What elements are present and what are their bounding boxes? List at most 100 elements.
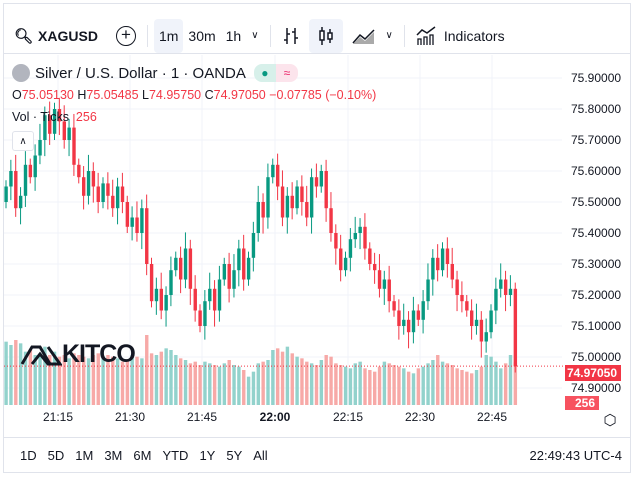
interval-1h[interactable]: 1h — [225, 27, 242, 44]
bars-style-button[interactable] — [277, 19, 305, 53]
divider — [269, 24, 271, 47]
volume-bar — [305, 361, 309, 405]
price-axis-label: 75.20000 — [571, 288, 622, 302]
price-axis-label: 75.90000 — [571, 71, 622, 85]
range-5y[interactable]: 5Y — [226, 448, 243, 463]
chart-style-dropdown[interactable]: ∨ — [381, 19, 398, 53]
candle-body — [368, 248, 372, 264]
chevron-down-icon: ∨ — [385, 30, 393, 41]
price-axis-label: 75.70000 — [571, 133, 622, 147]
candle-body — [266, 177, 270, 218]
interval-dropdown[interactable]: ∨ — [246, 19, 263, 53]
interval-30m[interactable]: 30m — [188, 27, 216, 44]
candle-body — [300, 186, 304, 202]
volume-bar — [212, 365, 217, 405]
time-axis-label: 22:15 — [332, 410, 364, 424]
interval-1m[interactable]: 1m — [153, 18, 184, 53]
volume-bar — [474, 370, 479, 405]
volume-label: Vol · Ticks — [12, 110, 69, 124]
collapse-legend-button[interactable]: ∧ — [12, 131, 34, 151]
volume-bar — [164, 348, 168, 405]
range-all[interactable]: All — [253, 448, 268, 463]
candle-body — [91, 171, 96, 187]
candles-icon — [318, 26, 333, 45]
volume-bar — [402, 368, 406, 405]
candle-body — [135, 217, 139, 233]
volume-bar — [271, 350, 275, 405]
area-chart-icon — [351, 28, 375, 44]
compare-button[interactable]: + — [111, 19, 141, 53]
candle-body — [217, 279, 222, 311]
volume-bar — [290, 353, 294, 405]
candle-body — [115, 186, 120, 209]
candle-body — [334, 233, 338, 249]
volume-bar — [324, 355, 328, 405]
candle-body — [436, 257, 440, 271]
open-value: 75.05130 — [21, 88, 74, 102]
volume-bar — [261, 361, 265, 405]
candle-body — [101, 183, 105, 202]
symbol-search[interactable]: 🔍︎ XAGUSD — [4, 19, 103, 53]
price-axis-label: 75.50000 — [571, 195, 622, 209]
volume-bar — [300, 358, 304, 405]
market-status-badge[interactable]: ● ≈ — [253, 64, 298, 82]
price-axis-label: 74.90000 — [571, 381, 622, 395]
candle-body — [120, 186, 125, 202]
close-label: C — [204, 88, 214, 102]
candle-body — [125, 202, 130, 227]
candle-body — [280, 186, 285, 218]
candle-body — [499, 279, 503, 289]
low-value: 74.95750 — [148, 88, 202, 102]
range-3m[interactable]: 3M — [104, 448, 123, 463]
volume-bar — [4, 341, 8, 405]
candle-body — [33, 155, 37, 178]
clock[interactable]: 22:49:43 UTC-4 — [529, 448, 623, 463]
high-value: 75.05485 — [86, 88, 139, 102]
candle-body — [154, 288, 159, 302]
chart-settings-button[interactable]: ⬡ — [601, 412, 619, 430]
candle-body — [421, 301, 425, 320]
range-5d[interactable]: 5D — [47, 448, 65, 463]
price-axis-label: 75.10000 — [571, 319, 622, 333]
candle-body — [339, 248, 343, 271]
candle-body — [324, 171, 328, 209]
candle-body — [455, 279, 459, 295]
candle-body — [319, 171, 324, 187]
volume-bar — [52, 351, 57, 405]
volume-bar — [111, 356, 115, 405]
candle-body — [373, 264, 377, 271]
volume-bar — [9, 345, 13, 405]
candle-body — [149, 264, 154, 302]
candle-body — [474, 319, 479, 326]
plus-circle-icon: + — [115, 25, 136, 46]
area-style-button[interactable] — [347, 19, 381, 53]
candles-style-button[interactable] — [308, 18, 343, 53]
range-ytd[interactable]: YTD — [162, 448, 189, 463]
candle-body — [465, 301, 469, 311]
volume-bar — [343, 366, 348, 405]
range-1y[interactable]: 1Y — [199, 448, 216, 463]
volume-bar — [23, 351, 28, 405]
volume-bar — [222, 363, 227, 405]
range-1m[interactable]: 1M — [75, 448, 94, 463]
candle-body — [309, 177, 314, 218]
volume-bar — [339, 365, 343, 405]
volume-bar — [33, 355, 37, 405]
volume-bar — [285, 346, 290, 405]
candle-body — [470, 310, 474, 326]
volume-bar — [227, 360, 231, 405]
range-1d[interactable]: 1D — [20, 448, 37, 463]
candle-body — [52, 109, 57, 134]
range-6m[interactable]: 6M — [133, 448, 152, 463]
candle-body — [489, 310, 493, 333]
volume-bar — [72, 353, 76, 405]
candle-body — [57, 109, 62, 122]
volume-bar — [397, 366, 401, 405]
top-toolbar: 🔍︎ XAGUSD + 1m 30m 1h ∨ ∨ Indicators — [4, 18, 630, 54]
settings-hexagon-icon: ⬡ — [603, 412, 617, 429]
volume-bar — [484, 355, 488, 405]
indicators-button[interactable]: Indicators — [411, 19, 510, 53]
volume-bar — [217, 366, 222, 405]
candle-body — [106, 183, 110, 196]
